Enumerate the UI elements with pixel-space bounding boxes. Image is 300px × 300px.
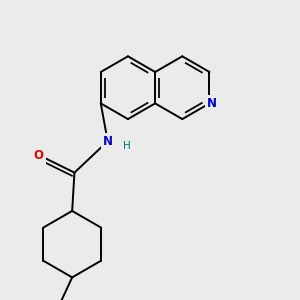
Text: N: N xyxy=(207,97,217,110)
Text: H: H xyxy=(123,141,131,151)
Text: N: N xyxy=(103,135,113,148)
Text: O: O xyxy=(34,149,44,162)
